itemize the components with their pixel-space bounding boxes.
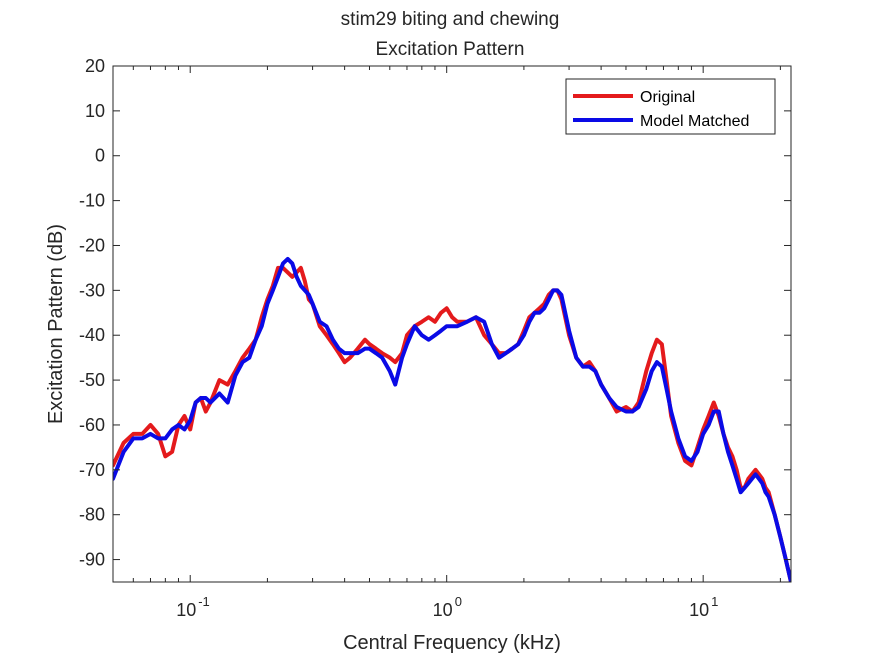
legend-box bbox=[565, 78, 776, 135]
x-tick-label-exponent: 1 bbox=[711, 594, 718, 609]
series-line-model-matched bbox=[113, 256, 791, 582]
x-tick-label-exponent: -1 bbox=[198, 594, 210, 609]
series-layer bbox=[113, 256, 791, 582]
y-tick-label: -80 bbox=[79, 505, 105, 525]
y-tick-label: 20 bbox=[85, 56, 105, 76]
x-tick-label: 10 bbox=[689, 600, 709, 620]
chart-title: stim29 biting and chewing bbox=[341, 9, 560, 30]
x-tick-label: 10 bbox=[176, 600, 196, 620]
y-axis-label: Excitation Pattern (dB) bbox=[45, 224, 67, 424]
x-tick-label-exponent: 0 bbox=[455, 594, 462, 609]
y-tick-label: -60 bbox=[79, 415, 105, 435]
y-tick-label: -40 bbox=[79, 325, 105, 345]
legend-label-model-matched: Model Matched bbox=[640, 113, 749, 130]
y-tick-label: -10 bbox=[79, 191, 105, 211]
legend: Original Model Matched bbox=[565, 78, 776, 135]
plot-frame bbox=[112, 65, 792, 583]
legend-label-original: Original bbox=[640, 89, 695, 106]
x-axis-label: Central Frequency (kHz) bbox=[343, 632, 561, 654]
y-tick-label: -20 bbox=[79, 235, 105, 255]
y-tick-label: -90 bbox=[79, 550, 105, 570]
y-tick-label: 10 bbox=[85, 101, 105, 121]
x-tick-label: 10 bbox=[433, 600, 453, 620]
y-tick-label: -30 bbox=[79, 280, 105, 300]
y-tick-label: -50 bbox=[79, 370, 105, 390]
y-tick-label: 0 bbox=[95, 146, 105, 166]
y-tick-label: -70 bbox=[79, 460, 105, 480]
plot-area bbox=[113, 66, 791, 582]
chart-subtitle: Excitation Pattern bbox=[376, 39, 525, 60]
